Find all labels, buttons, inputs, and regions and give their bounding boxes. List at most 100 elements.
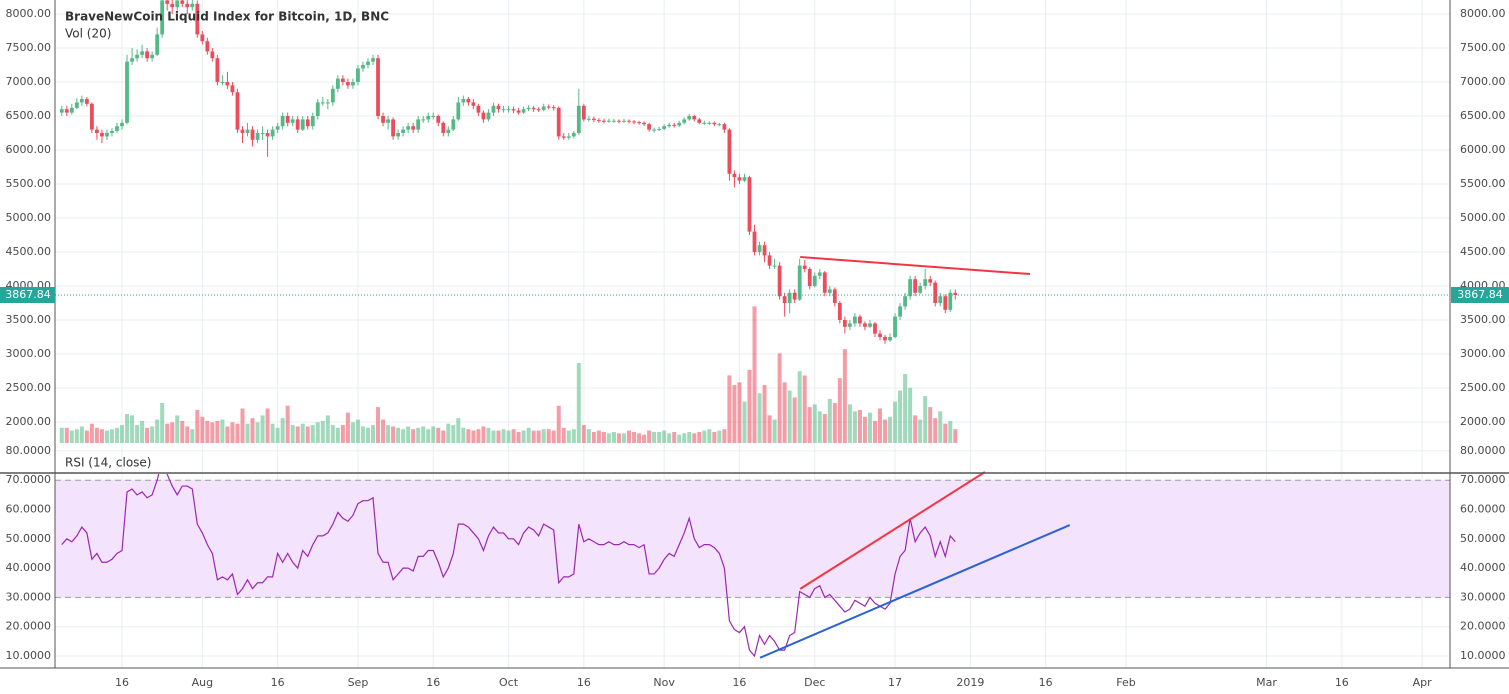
candle-body bbox=[873, 323, 877, 334]
volume-bar bbox=[235, 423, 240, 443]
candle-body bbox=[180, 0, 185, 4]
volume-bar bbox=[697, 431, 702, 443]
candle-body bbox=[270, 129, 275, 137]
volume-bar bbox=[516, 431, 521, 443]
price-tick-label-left: 3500.00 bbox=[6, 313, 52, 326]
price-tick-label-left: 5000.00 bbox=[6, 211, 52, 224]
volume-bar bbox=[742, 401, 747, 443]
volume-bar bbox=[551, 430, 556, 443]
volume-bar bbox=[501, 429, 506, 443]
volume-bar bbox=[406, 426, 411, 443]
candle-body bbox=[792, 292, 797, 300]
volume-bar bbox=[250, 418, 255, 443]
candle-body bbox=[667, 124, 672, 127]
candle-body bbox=[682, 119, 687, 123]
candle-body bbox=[617, 120, 621, 122]
rsi-legend: RSI (14, close) bbox=[65, 456, 151, 470]
volume-bar bbox=[837, 378, 842, 443]
candle-body bbox=[637, 122, 641, 124]
volume-bar bbox=[642, 434, 647, 443]
candle-body bbox=[772, 265, 777, 267]
volume-bar bbox=[632, 431, 637, 443]
candle-body bbox=[421, 119, 426, 121]
x-tick-label: 17 bbox=[888, 676, 902, 689]
candle-body bbox=[596, 120, 601, 122]
x-tick-label: Oct bbox=[499, 676, 519, 689]
volume-bar bbox=[114, 427, 119, 443]
volume-bar bbox=[391, 426, 396, 443]
candle-body bbox=[125, 61, 129, 123]
candle-body bbox=[95, 129, 99, 134]
volume-bar bbox=[556, 405, 561, 443]
candle-body bbox=[722, 124, 727, 130]
candle-body bbox=[612, 120, 616, 122]
volume-bar bbox=[200, 416, 205, 443]
x-tick-label: 16 bbox=[732, 676, 746, 689]
candle-body bbox=[265, 133, 270, 137]
volume-bar bbox=[225, 426, 230, 443]
volume-bar bbox=[672, 431, 677, 443]
rsi-trend-line bbox=[759, 524, 1071, 659]
volume-bar bbox=[928, 407, 933, 443]
volume-bar bbox=[190, 429, 195, 443]
candle-body bbox=[381, 116, 385, 123]
candle-body bbox=[657, 128, 662, 130]
candle-body bbox=[837, 303, 842, 321]
volume-bar bbox=[365, 427, 370, 443]
volume-bar bbox=[280, 418, 285, 443]
volume-bar bbox=[616, 433, 621, 443]
candle-body bbox=[84, 99, 89, 104]
candle-body bbox=[511, 109, 516, 111]
volume-bar bbox=[802, 375, 807, 443]
volume-bar bbox=[295, 426, 300, 443]
volume-bar bbox=[145, 427, 150, 443]
volume-bar bbox=[431, 426, 436, 443]
price-tick-label-right: 3500.00 bbox=[1460, 313, 1506, 326]
candle-body bbox=[230, 85, 235, 93]
candle-body bbox=[652, 129, 657, 131]
rsi-tick-label-right: 30.0000 bbox=[1460, 590, 1506, 603]
volume-bar bbox=[436, 427, 441, 443]
candle-body bbox=[953, 292, 958, 295]
volume-bar bbox=[627, 430, 632, 443]
volume-bar bbox=[350, 422, 355, 443]
volume-bar bbox=[903, 374, 908, 443]
volume-bar bbox=[707, 429, 712, 443]
volume-bar bbox=[847, 404, 852, 443]
volume-bar bbox=[109, 429, 114, 443]
volume-legend: Vol (20) bbox=[65, 27, 111, 41]
candle-body bbox=[491, 105, 496, 113]
volume-bar bbox=[727, 375, 732, 443]
last-price-tag-left bbox=[0, 286, 55, 303]
candle-body bbox=[712, 122, 717, 125]
volume-bar bbox=[180, 420, 185, 443]
candle-body bbox=[325, 102, 330, 104]
candle-body bbox=[376, 58, 380, 117]
rsi-tick-label-right: 50.0000 bbox=[1460, 532, 1506, 545]
volume-bar bbox=[611, 431, 616, 443]
candle-body bbox=[486, 112, 491, 120]
price-tick-label-right: 2000.00 bbox=[1460, 415, 1506, 428]
candle-body bbox=[903, 296, 908, 307]
x-tick-label: 16 bbox=[1039, 676, 1053, 689]
candle-body bbox=[280, 116, 285, 127]
volume-bar bbox=[652, 431, 657, 443]
volume-bar bbox=[536, 430, 541, 443]
candle-body bbox=[727, 129, 732, 174]
candle-body bbox=[185, 3, 190, 8]
candle-body bbox=[561, 136, 566, 138]
candle-body bbox=[64, 109, 69, 113]
volume-bar bbox=[315, 422, 320, 443]
candle-body bbox=[883, 337, 887, 341]
candle-body bbox=[501, 109, 506, 111]
candle-body bbox=[581, 105, 586, 120]
volume-bar bbox=[762, 385, 767, 443]
volume-bar bbox=[807, 407, 812, 443]
x-tick-label: 16 bbox=[426, 676, 440, 689]
candle-body bbox=[105, 133, 109, 137]
candle-body bbox=[481, 112, 486, 120]
candle-body bbox=[602, 120, 606, 122]
rsi-tick-label-right: 40.0000 bbox=[1460, 561, 1506, 574]
volume-bar bbox=[416, 427, 421, 443]
price-tick-label-left: 6500.00 bbox=[6, 109, 52, 122]
